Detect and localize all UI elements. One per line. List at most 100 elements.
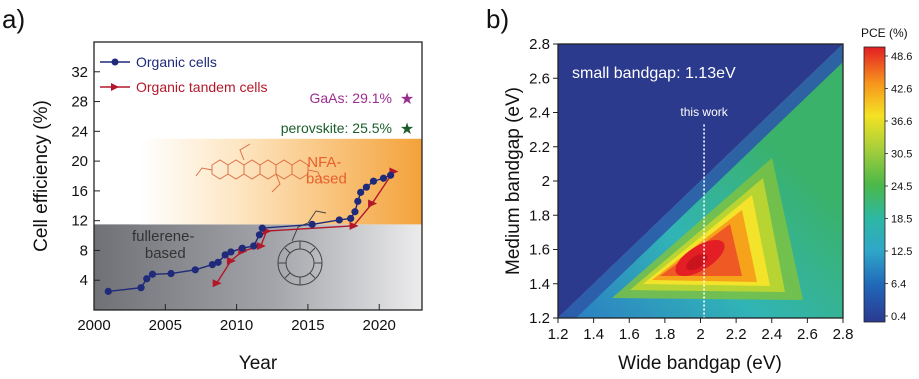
y-tick-label-b: 2.2 (529, 139, 550, 156)
y-tick-label-b: 1.8 (529, 207, 550, 224)
colorbar-tick-label: 18.5 (891, 214, 912, 226)
organic-point (250, 242, 258, 250)
colorbar-tick-label: 0.4 (891, 311, 906, 323)
x-tick-label-b: 2.2 (726, 326, 747, 343)
y-tick-label-b: 2 (542, 173, 550, 190)
x-axis-title-a: Year (239, 353, 278, 374)
organic-point (137, 284, 145, 292)
organic-point (351, 208, 359, 216)
organic-point (221, 251, 229, 259)
x-tick-label-b: 1.6 (619, 326, 640, 343)
y-tick-label-b: 1.2 (529, 310, 550, 327)
organic-point (238, 244, 246, 252)
colorbar-title: PCE (%) (861, 26, 908, 40)
organic-point (191, 266, 199, 274)
organic-point (354, 197, 362, 205)
organic-point (227, 248, 235, 256)
y-tick-label-a: 12 (71, 213, 88, 230)
y-tick-label-a: 8 (80, 242, 88, 259)
x-tick-label-b: 1.8 (654, 326, 675, 343)
chart-b: small bandgap: 1.13eV this work 1.2 1.4 1.… (503, 26, 912, 374)
fullerene-label: fullerene- based (132, 228, 199, 262)
x-tick-label-b: 2 (696, 326, 704, 343)
organic-point (335, 216, 343, 224)
organic-point (379, 174, 388, 182)
colorbar-scale (863, 46, 886, 323)
nfa-label: NFA- based (306, 154, 347, 187)
y-tick-label-b: 1.6 (529, 242, 550, 259)
y-axis-title-b: Medium bandgap (eV) (503, 87, 524, 275)
plot-frame-a (93, 41, 423, 311)
x-tick-label-a: 2015 (291, 317, 324, 334)
colorbar-tick-label: 12.5 (891, 246, 912, 258)
legend-organic-label: Organic cells (136, 54, 217, 70)
gaas-star-icon: ★ (400, 91, 414, 108)
perovskite-star-icon: ★ (400, 121, 414, 138)
organic-point (148, 270, 157, 278)
legend-item-organic: Organic cells (100, 54, 217, 70)
y-tick-label-b: 2.8 (529, 36, 550, 53)
x-axis-title-b: Wide bandgap (eV) (618, 353, 782, 374)
organic-point (143, 275, 151, 283)
x-tick-label-a: 2000 (77, 317, 110, 334)
perovskite-annotation: perovskite: 25.5% (281, 120, 392, 136)
tandem-point (349, 221, 359, 230)
x-tick-label-b: 2.4 (761, 326, 782, 343)
colorbar-tick-label: 30.5 (891, 149, 912, 161)
small-bandgap-annotation: small bandgap: 1.13eV (572, 65, 736, 82)
organic-point (255, 231, 264, 239)
y-tick-label-b: 2.4 (529, 105, 550, 122)
legend-tandem-label: Organic tandem cells (136, 79, 268, 95)
tandem-point (226, 256, 236, 265)
y-tick-label-a: 28 (71, 94, 88, 111)
this-work-label: this work (680, 105, 728, 119)
organic-point (362, 183, 370, 191)
fullerene-molecule-icon (277, 210, 327, 286)
gaas-annotation: GaAs: 29.1% (310, 90, 393, 106)
colorbar-tick-label: 48.6 (891, 51, 912, 63)
organic-point (387, 171, 395, 179)
legend-a: Organic cells Organic tandem cells (100, 54, 268, 95)
organic-point (369, 177, 378, 185)
panel-a-label: a) (2, 4, 25, 34)
y-tick-label-b: 2.6 (529, 70, 550, 87)
tandem-point (212, 279, 222, 288)
x-tick-label-a: 2010 (220, 317, 253, 334)
organic-point (258, 224, 266, 232)
chart-a: fullerene- based NFA- based 2000 2005 2010… (31, 41, 423, 374)
x-tick-label-b: 2.6 (797, 326, 818, 343)
y-tick-label-a: 4 (80, 272, 88, 289)
tandem-point (256, 241, 266, 250)
y-tick-label-a: 16 (71, 183, 88, 200)
x-tick-label-b: 2.8 (833, 326, 854, 343)
tandem-line (216, 171, 395, 284)
colorbar-tick-label: 24.5 (891, 181, 912, 193)
colorbar-tick-label: 36.6 (891, 116, 912, 128)
y-tick-label-a: 32 (71, 64, 88, 81)
nfa-molecule-icon (195, 143, 323, 193)
organic-point (357, 188, 365, 196)
nfa-region (139, 138, 422, 225)
organic-point (214, 258, 222, 266)
x-tick-label-a: 2020 (363, 317, 396, 334)
y-tick-label-a: 20 (71, 153, 88, 170)
organic-point (308, 220, 316, 228)
organic-point (104, 287, 112, 295)
y-tick-label-a: 24 (71, 123, 88, 140)
y-axis-title-a: Cell efficiency (%) (31, 100, 52, 252)
colorbar: PCE (%) 48.6 42.6 36.6 30.5 24.5 18.5 12.5 6.4 0… (861, 26, 912, 323)
y-tick-label-b: 1.4 (529, 276, 550, 293)
x-tick-label-b: 1.2 (548, 326, 569, 343)
panel-b-label: b) (486, 4, 509, 34)
organic-point (208, 260, 216, 269)
organic-point (347, 214, 355, 223)
tandem-point (368, 199, 378, 208)
x-tick-label-b: 1.4 (583, 326, 604, 343)
legend-item-tandem: Organic tandem cells (100, 79, 268, 95)
organic-point (167, 269, 175, 278)
heatmap-edge-band (558, 44, 843, 318)
colorbar-tick-label: 6.4 (891, 279, 906, 291)
colorbar-tick-label: 42.6 (891, 84, 912, 96)
x-tick-label-a: 2005 (149, 317, 182, 334)
